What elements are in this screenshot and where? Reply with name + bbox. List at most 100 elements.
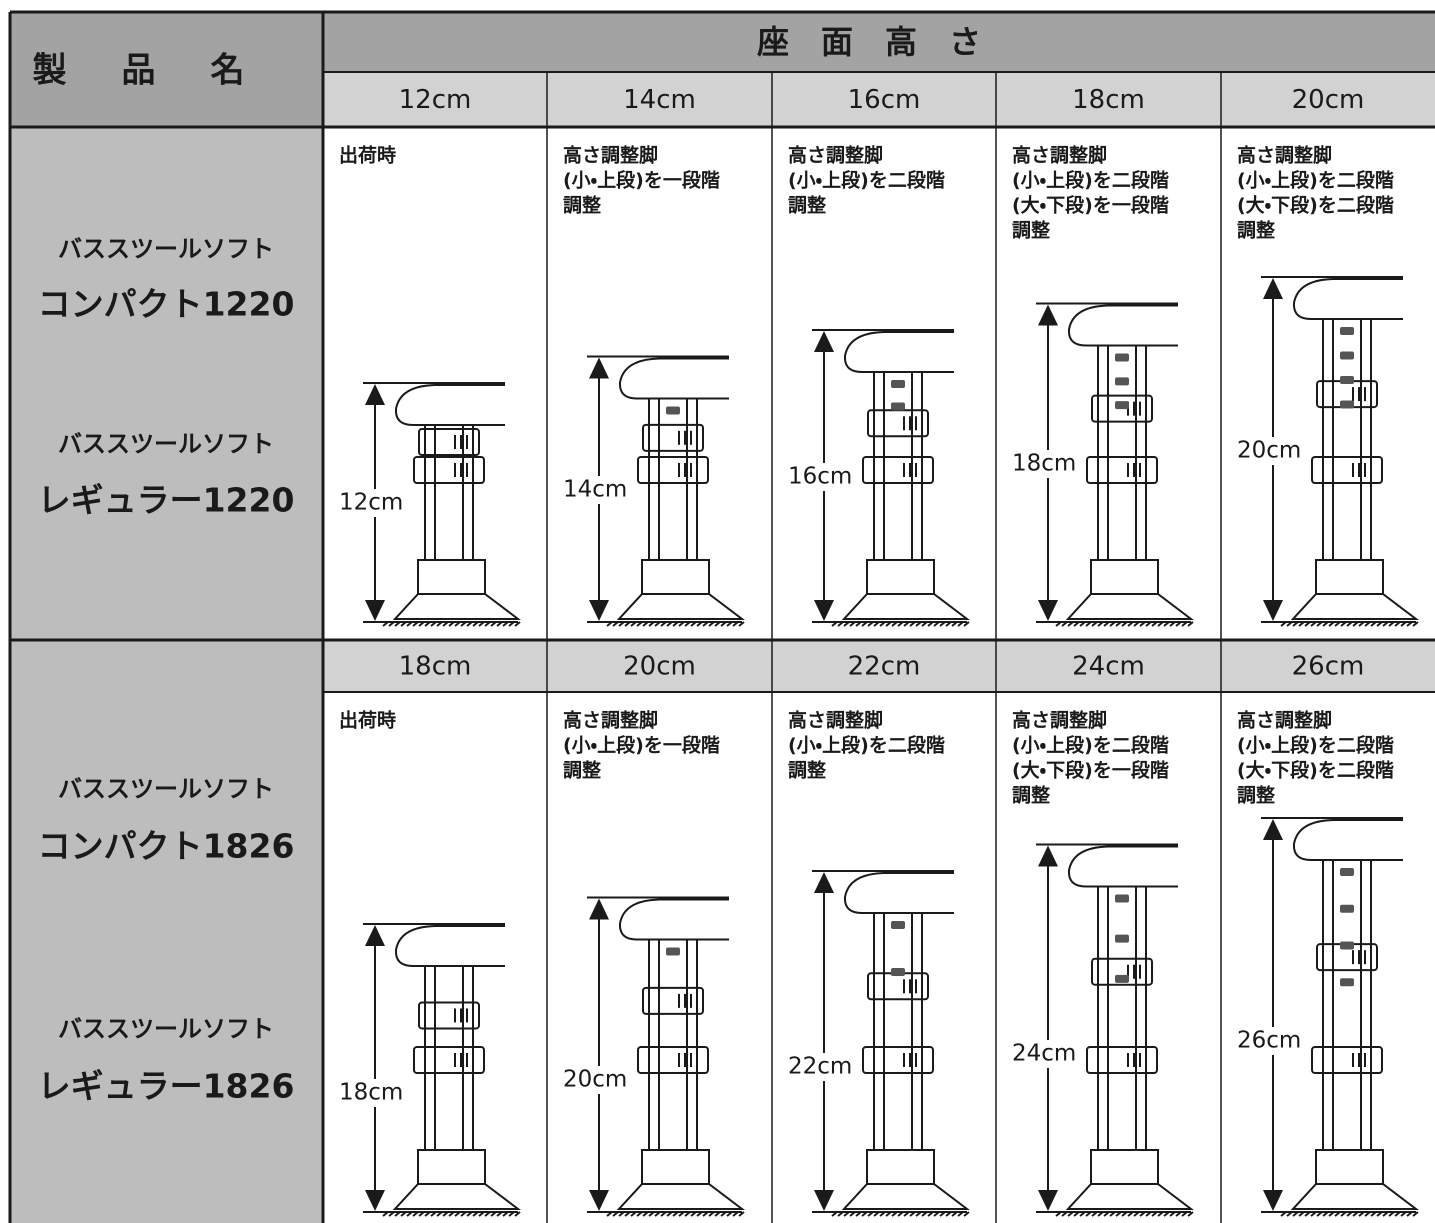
hatch: [909, 621, 916, 627]
knob: [1340, 400, 1354, 409]
hatch: [1109, 1211, 1116, 1217]
arrow-head: [365, 925, 385, 946]
hatch: [660, 1211, 667, 1217]
hatch: [648, 621, 655, 627]
height-header: 22cm: [848, 652, 921, 682]
hatch: [1169, 1211, 1176, 1217]
knob: [1115, 401, 1129, 410]
hatch: [903, 1211, 910, 1217]
hatch: [909, 1211, 916, 1217]
hatch: [963, 621, 970, 627]
arrow-head: [814, 872, 834, 893]
hatch: [460, 621, 467, 627]
hatch: [1298, 1211, 1305, 1217]
hatch: [502, 621, 509, 627]
hatch: [424, 621, 431, 627]
note-line: 高さ調整脚: [563, 709, 658, 732]
hatch: [1406, 1211, 1413, 1217]
hatch: [1376, 621, 1383, 627]
hatch: [1097, 1211, 1104, 1217]
hatch: [1382, 1211, 1389, 1217]
hatch: [418, 621, 425, 627]
label-bg: [1010, 450, 1084, 478]
stool-illustration: 20cm: [561, 896, 745, 1217]
stool-illustration: 14cm: [561, 355, 745, 627]
hatch: [855, 621, 862, 627]
knob: [891, 380, 905, 388]
hatch: [496, 621, 503, 627]
seat: [618, 357, 729, 400]
hatch: [690, 621, 697, 627]
hatch: [666, 1211, 673, 1217]
knob: [666, 947, 680, 956]
hatch: [1298, 621, 1305, 627]
hatch: [1157, 1211, 1164, 1217]
foot-base: [1065, 1183, 1194, 1210]
product-series: バススツールソフト: [58, 1015, 274, 1043]
hatch: [1280, 621, 1287, 627]
seat: [843, 331, 954, 373]
hatch: [1358, 1211, 1365, 1217]
knob: [1340, 351, 1354, 360]
hatch: [496, 1211, 503, 1217]
hatch: [720, 1211, 727, 1217]
pole: [648, 397, 698, 561]
arrow-head: [589, 600, 609, 621]
clamp: [1086, 1046, 1158, 1074]
hatch: [1139, 621, 1146, 627]
height-header: 26cm: [1292, 652, 1365, 682]
note-line: 高さ調整脚: [563, 144, 658, 167]
hatch: [879, 621, 886, 627]
hatch: [382, 621, 389, 627]
hatch: [472, 621, 479, 627]
height-label: 20cm: [1237, 438, 1301, 464]
foot-block: [866, 1149, 935, 1185]
foot-base: [616, 593, 745, 620]
note-line: (大・下段)を一段階: [1012, 759, 1169, 782]
note-line: (小・上段)を二段階: [1237, 734, 1394, 757]
pole: [873, 371, 923, 561]
hatch: [618, 621, 625, 627]
hatch: [630, 1211, 637, 1217]
hatch: [831, 621, 838, 627]
hatch: [660, 621, 667, 627]
hatch: [831, 1211, 838, 1217]
hatch: [484, 1211, 491, 1217]
clamp: [637, 1046, 709, 1074]
note-line: 調整: [563, 760, 601, 782]
hatch: [891, 621, 898, 627]
hatch: [400, 621, 407, 627]
clamp: [1091, 957, 1153, 986]
stool-illustration: 20cm: [1235, 276, 1419, 627]
note-line: 高さ調整脚: [788, 709, 883, 732]
hatch: [1304, 1211, 1311, 1217]
hatch: [1187, 621, 1194, 627]
hatch: [1400, 1211, 1407, 1217]
hatch: [606, 1211, 613, 1217]
hatch: [1364, 621, 1371, 627]
hatch: [1286, 621, 1293, 627]
hatch: [442, 1211, 449, 1217]
hatch: [885, 1211, 892, 1217]
hatch: [1292, 1211, 1299, 1217]
hatch: [1175, 1211, 1182, 1217]
seat: [1292, 278, 1403, 320]
arrow-head: [1038, 600, 1058, 621]
hatch: [1091, 621, 1098, 627]
hatch: [454, 621, 461, 627]
clamp: [418, 1001, 480, 1030]
product-header-bg: [10, 12, 323, 127]
height-header: 18cm: [1072, 85, 1145, 115]
height-header: 20cm: [623, 652, 696, 682]
knob: [666, 406, 680, 415]
hatch: [1085, 621, 1092, 627]
hatch: [1328, 621, 1335, 627]
foot-base: [1290, 593, 1419, 620]
hatch: [1073, 621, 1080, 627]
product-series: バススツールソフト: [58, 430, 274, 458]
hatch: [1388, 621, 1395, 627]
knob: [1115, 894, 1129, 903]
foot-block: [641, 559, 710, 595]
clamp: [867, 409, 929, 438]
